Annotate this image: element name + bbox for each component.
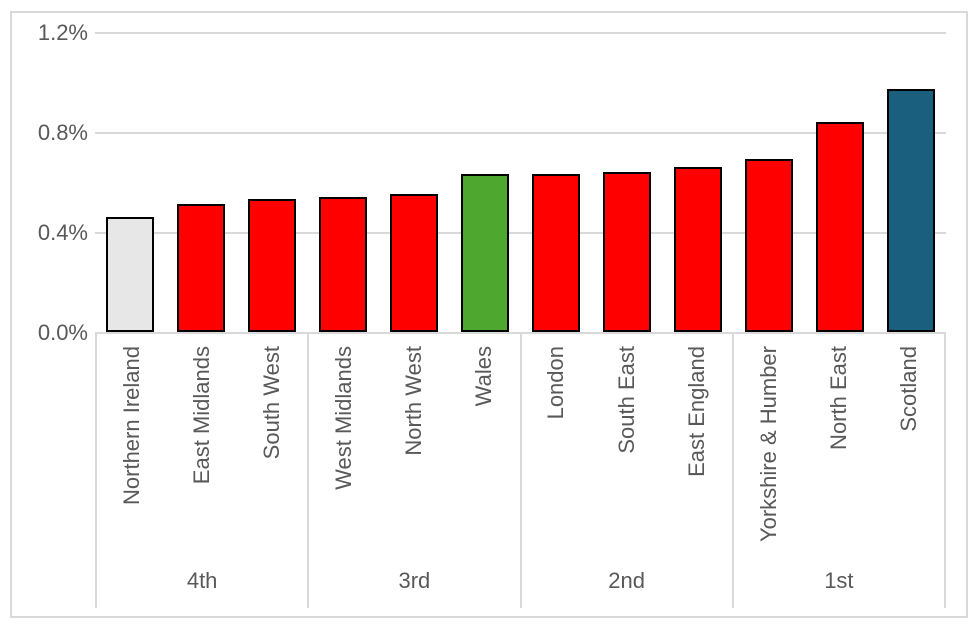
bar-north-west [390,194,439,332]
bar-wales [461,174,510,332]
gridline [95,132,946,134]
category-cell: Wales [449,332,519,568]
bar-east-england [673,167,722,332]
y-tick-label: 1.2% [37,20,88,45]
y-tick-label: 0.4% [37,220,88,245]
bar-cell [237,32,308,332]
category-label: Northern Ireland [118,346,144,505]
bar-cell [875,32,946,332]
bar-cell [804,32,875,332]
axis-group-4th: Northern Ireland East Midlands South West 4… [95,332,307,608]
bar-cell [379,32,450,332]
category-labels-row: Northern Ireland East Midlands South West [97,332,307,568]
bar-northern-ireland [106,217,155,332]
bar-london [531,174,580,332]
category-label: South West [259,346,285,460]
category-label: Wales [471,346,497,407]
category-axis: Northern Ireland East Midlands South West 4… [95,332,946,608]
category-cell: Northern Ireland [97,332,167,568]
category-label: Yorkshire & Humber [755,346,781,543]
category-label: Scotland [895,346,921,432]
category-label: North West [401,346,427,456]
category-cell: South West [237,332,307,568]
category-cell: Scotland [874,332,944,568]
bar-cell [591,32,662,332]
gridline [95,32,946,34]
category-label: East England [683,346,709,477]
category-cell: South East [592,332,662,568]
bar-cell [166,32,237,332]
category-cell: Yorkshire & Humber [734,332,804,568]
category-cell: London [522,332,592,568]
group-label: 4th [186,568,218,593]
category-labels-row: West Midlands North West Wales [309,332,519,568]
category-labels-row: Yorkshire & Humber North East Scotland [734,332,944,568]
category-label: South East [613,346,639,454]
plot-area [95,32,946,332]
bar-south-east [602,172,651,332]
category-label: North East [825,346,851,450]
bars-group-4th [95,32,308,332]
bar-chart: 1.2% 0.8% 0.4% 0.0% Northern Ireland East Mi… [10,11,968,618]
bar-yorkshire-humber [744,159,793,332]
bars-group-3rd [308,32,521,332]
bars-group-1st [733,32,946,332]
category-cell: West Midlands [309,332,379,568]
category-cell: East Midlands [167,332,237,568]
bar-cell [733,32,804,332]
bar-cell [450,32,521,332]
axis-group-1st: Yorkshire & Humber North East Scotland 1st [731,332,944,608]
bar-west-midlands [319,197,368,332]
category-label: London [543,346,569,420]
group-label: 1st [824,568,854,593]
category-label: East Midlands [189,346,215,485]
category-labels-row: London South East East England [522,332,732,568]
bar-cell [308,32,379,332]
y-tick-label: 0.8% [37,120,88,145]
axis-group-2nd: London South East East England 2nd [519,332,732,608]
bar-east-midlands [177,204,226,332]
bar-cell [521,32,592,332]
group-label: 2nd [608,568,645,593]
category-cell: North West [379,332,449,568]
group-label: 3rd [398,568,431,593]
bar-north-east [815,122,864,332]
bar-scotland [886,89,935,332]
category-cell: East England [662,332,732,568]
category-label: West Midlands [331,346,357,490]
bar-south-west [248,199,297,332]
bar-cell [662,32,733,332]
gridline [95,232,946,234]
bar-cell [95,32,166,332]
category-cell: North East [804,332,874,568]
bars-group-2nd [521,32,734,332]
y-tick-label: 0.0% [37,320,88,345]
axis-group-3rd: West Midlands North West Wales 3rd [307,332,519,608]
